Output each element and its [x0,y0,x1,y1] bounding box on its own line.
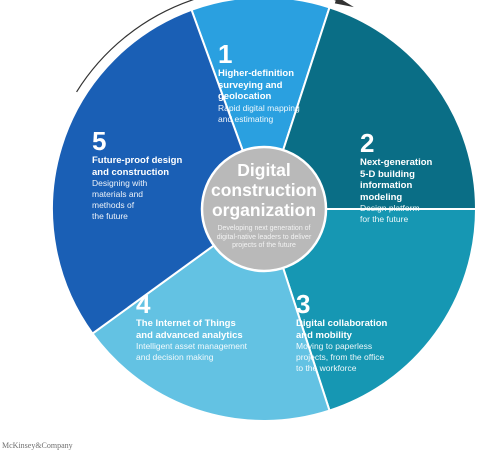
wheel-segment-1 [190,0,331,213]
segment-3-title: Digital collaboration and mobility [296,318,388,341]
brand-logo: McKinsey&Company [2,441,73,450]
segment-4-description: Intelligent asset management and decisio… [136,341,248,362]
segment-5-title: Future-proof design and construction [92,155,183,178]
segment-5-description: Designing with materials and methods of … [92,178,148,221]
segment-5-number: 5 [92,126,107,156]
center-circle [200,145,328,273]
center-label: Digital construction organization Develo… [200,160,328,251]
segment-2-description: Design platform for the future [360,203,420,224]
center-title: Digital construction organization [211,160,317,220]
segment-1-number: 1 [218,39,233,69]
wheel-segment-2 [262,6,478,210]
segment-1: 1 Higher-definition surveying and geoloc… [218,40,343,125]
segment-3-number: 3 [296,289,311,319]
segment-4-number: 4 [136,289,151,319]
center-description: Developing next generation of digital-na… [216,225,312,249]
wheel-segments [51,0,478,422]
wheel-segment-3 [262,208,478,412]
segment-3: 3 Digital collaboration and mobility Mov… [296,290,426,374]
segment-4: 4 The Internet of Things and advanced an… [136,290,276,363]
segment-3-description: Moving to paperless projects, from the o… [296,341,385,373]
segment-4-title: The Internet of Things and advanced anal… [136,318,243,341]
segment-2: 2 Next-generation 5-D building informati… [360,129,460,225]
segment-2-number: 2 [360,128,375,158]
cycle-arrow [76,0,340,93]
segment-1-title: Higher-definition surveying and geolocat… [218,68,294,102]
wheel-segment-5 [51,8,266,336]
segment-5: 5 Future-proof design and construction D… [92,127,207,222]
segment-2-title: Next-generation 5-D building information… [360,157,433,203]
segment-1-description: Rapid digital mapping and estimating [218,102,300,124]
cycle-arrow-head [334,0,354,8]
